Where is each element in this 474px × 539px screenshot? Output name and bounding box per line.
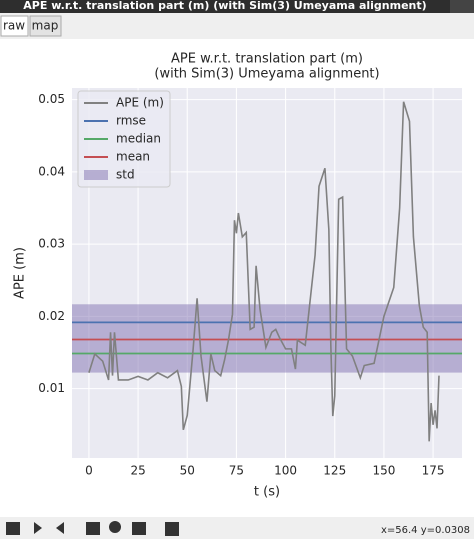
tab-label[interactable]: map [32,19,59,33]
tab[interactable] [29,15,62,37]
y-tick-label: 0.04 [38,164,65,178]
tab-label[interactable]: raw [3,19,25,33]
home-button[interactable] [6,522,20,535]
save-button[interactable] [165,522,179,536]
title-bar [0,0,474,13]
x-tick-label: 0 [85,464,93,478]
std-band [72,304,462,373]
configure-button[interactable] [132,522,146,535]
zoom-button[interactable] [109,521,121,533]
x-tick-label: 75 [229,464,244,478]
y-axis-label: APE (m) [13,247,28,299]
x-tick-label: 25 [130,464,145,478]
tab-bar [0,13,474,39]
x-tick-label: 50 [180,464,195,478]
forward-button[interactable] [56,522,64,534]
status-text: x=56.4 y=0.0308 [381,525,470,536]
tab[interactable] [0,15,29,37]
legend-label: std [116,168,135,182]
legend-label: APE (m) [116,96,164,110]
legend-label: median [116,132,161,146]
x-tick-label: 125 [323,464,346,478]
chart-title: (with Sim(3) Umeyama alignment) [154,67,379,82]
pan-button[interactable] [86,522,100,535]
chart: APE w.r.t. translation part (m)(with Sim… [13,52,462,500]
legend-label: rmse [116,114,146,128]
x-tick-label: 150 [372,464,395,478]
x-axis-label: t (s) [254,485,280,500]
y-tick-label: 0.03 [38,237,65,251]
y-tick-label: 0.01 [38,381,65,395]
back-button[interactable] [34,522,42,534]
data-line [88,101,440,442]
y-tick-label: 0.05 [38,92,65,106]
x-tick-label: 175 [422,464,445,478]
legend-swatch [84,170,108,180]
x-tick-label: 100 [274,464,297,478]
toolbar-icons [6,521,179,536]
chart-title: APE w.r.t. translation part (m) [171,52,363,67]
close-button[interactable] [450,0,474,13]
legend-label: mean [116,150,150,164]
y-tick-label: 0.02 [38,309,65,323]
window-title: APE w.r.t. translation part (m) (with Si… [23,0,426,12]
legend [77,90,171,188]
